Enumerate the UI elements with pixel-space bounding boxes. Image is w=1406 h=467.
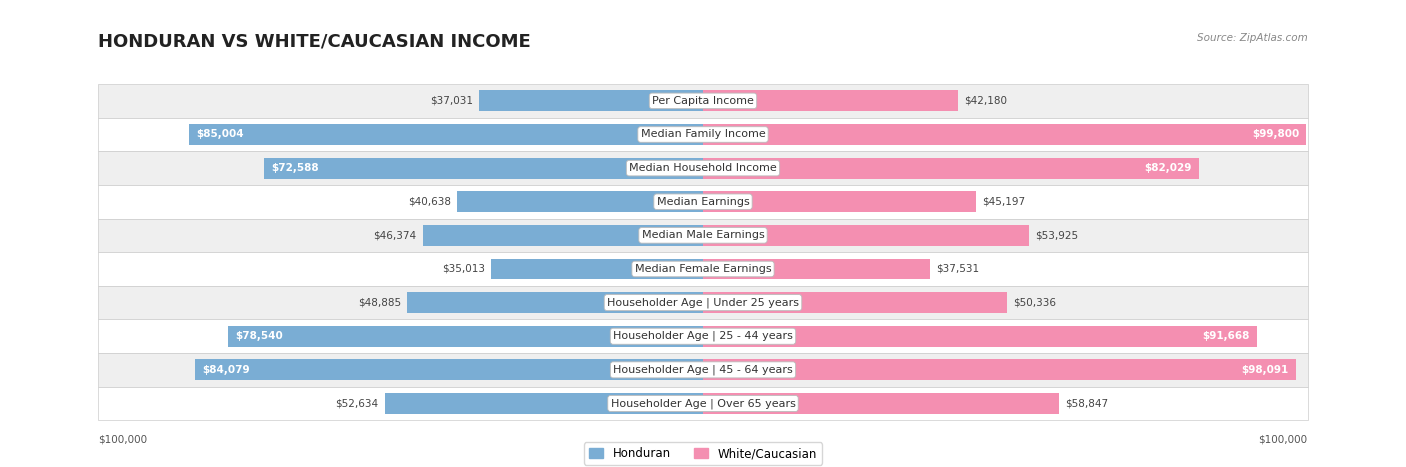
Text: Median Female Earnings: Median Female Earnings: [634, 264, 772, 274]
Bar: [408, 292, 703, 313]
Bar: [703, 292, 1007, 313]
Text: $91,668: $91,668: [1202, 331, 1250, 341]
Text: $42,180: $42,180: [965, 96, 1007, 106]
Text: $46,374: $46,374: [374, 230, 416, 241]
Text: Source: ZipAtlas.com: Source: ZipAtlas.com: [1197, 33, 1308, 42]
Bar: [98, 387, 1308, 420]
Bar: [98, 185, 1308, 219]
Bar: [703, 191, 976, 212]
Text: Median Male Earnings: Median Male Earnings: [641, 230, 765, 241]
Bar: [98, 319, 1308, 353]
Text: $53,925: $53,925: [1035, 230, 1078, 241]
Text: $45,197: $45,197: [983, 197, 1025, 207]
Bar: [703, 259, 929, 279]
Text: $98,091: $98,091: [1241, 365, 1289, 375]
Bar: [703, 360, 1296, 380]
Text: $84,079: $84,079: [202, 365, 249, 375]
Bar: [98, 252, 1308, 286]
Bar: [457, 191, 703, 212]
Text: Householder Age | Over 65 years: Householder Age | Over 65 years: [610, 398, 796, 409]
Text: $100,000: $100,000: [1258, 434, 1308, 444]
Bar: [188, 124, 703, 145]
Bar: [703, 326, 1257, 347]
Text: $85,004: $85,004: [197, 129, 245, 140]
Text: Per Capita Income: Per Capita Income: [652, 96, 754, 106]
Bar: [194, 360, 703, 380]
Bar: [703, 91, 957, 111]
Text: $78,540: $78,540: [235, 331, 283, 341]
Text: Householder Age | Under 25 years: Householder Age | Under 25 years: [607, 297, 799, 308]
Bar: [703, 393, 1059, 414]
Bar: [479, 91, 703, 111]
Text: HONDURAN VS WHITE/CAUCASIAN INCOME: HONDURAN VS WHITE/CAUCASIAN INCOME: [98, 33, 531, 51]
Text: $37,531: $37,531: [936, 264, 979, 274]
Bar: [491, 259, 703, 279]
Text: $35,013: $35,013: [443, 264, 485, 274]
Bar: [98, 151, 1308, 185]
Text: $48,885: $48,885: [359, 297, 401, 308]
Text: Median Earnings: Median Earnings: [657, 197, 749, 207]
Text: Householder Age | 45 - 64 years: Householder Age | 45 - 64 years: [613, 365, 793, 375]
Bar: [98, 219, 1308, 252]
Bar: [703, 158, 1199, 178]
Bar: [385, 393, 703, 414]
Text: Householder Age | 25 - 44 years: Householder Age | 25 - 44 years: [613, 331, 793, 341]
Bar: [98, 353, 1308, 387]
Text: Median Household Income: Median Household Income: [628, 163, 778, 173]
Text: $100,000: $100,000: [98, 434, 148, 444]
Bar: [703, 124, 1306, 145]
Bar: [98, 84, 1308, 118]
Bar: [228, 326, 703, 347]
Text: $99,800: $99,800: [1251, 129, 1299, 140]
Legend: Honduran, White/Caucasian: Honduran, White/Caucasian: [583, 442, 823, 465]
Text: $50,336: $50,336: [1014, 297, 1056, 308]
Text: $37,031: $37,031: [430, 96, 472, 106]
Bar: [423, 225, 703, 246]
Text: $40,638: $40,638: [408, 197, 451, 207]
Text: $82,029: $82,029: [1144, 163, 1192, 173]
Text: Median Family Income: Median Family Income: [641, 129, 765, 140]
Bar: [98, 118, 1308, 151]
Bar: [703, 225, 1029, 246]
Bar: [264, 158, 703, 178]
Text: $52,634: $52,634: [336, 398, 378, 409]
Bar: [98, 286, 1308, 319]
Text: $72,588: $72,588: [271, 163, 319, 173]
Text: $58,847: $58,847: [1064, 398, 1108, 409]
